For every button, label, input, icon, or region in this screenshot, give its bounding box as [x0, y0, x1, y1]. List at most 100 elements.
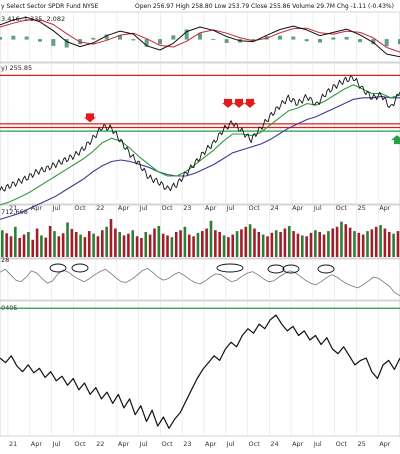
volume-bar: [183, 226, 187, 257]
volume-bar: [66, 222, 69, 257]
macd-histogram-bar: [118, 34, 122, 40]
x-tick-label: Jul: [52, 440, 61, 448]
volume-bar: [227, 237, 230, 257]
volume-bar: [122, 235, 126, 257]
volume-bar: [374, 226, 378, 257]
volume-bar: [305, 236, 308, 257]
volume-bar: [27, 231, 30, 257]
volume-bar: [83, 237, 87, 257]
x-tick-label: Apr: [379, 440, 391, 448]
volume-bar: [361, 234, 365, 257]
volume-bar: [353, 231, 356, 257]
x-tick-label: Jul: [313, 440, 322, 448]
macd-histogram-bar: [384, 39, 389, 47]
x-tick-label: 23: [183, 440, 191, 448]
macd-histogram-bar: [171, 35, 176, 40]
x-tick-label: 21: [9, 204, 17, 212]
volume-bar: [74, 231, 78, 257]
x-tick-label: 22: [96, 440, 104, 448]
volume-bar: [105, 226, 108, 257]
volume-bar: [48, 225, 52, 257]
volume-bar: [114, 228, 117, 257]
x-tick-label: Apr: [31, 204, 43, 212]
ohlc-readout: Open 256.97 High 258.80 Low 253.79 Close…: [135, 3, 394, 10]
volume-bar: [96, 236, 100, 257]
x-tick-label: Oct: [249, 440, 261, 448]
volume-bar: [331, 228, 335, 257]
rsi-highlight-oval: [49, 263, 67, 273]
volume-bar: [9, 236, 13, 257]
volume-bar: [87, 231, 91, 257]
macd-histogram-bar: [291, 36, 296, 40]
x-tick-label: Apr: [205, 204, 217, 212]
rsi-highlight-oval: [216, 263, 244, 273]
volume-bar: [301, 235, 304, 257]
red-down-arrow-icon: [233, 98, 245, 108]
macd-histogram-bar: [91, 37, 96, 40]
rsi-highlight-oval: [317, 264, 335, 274]
x-tick-label: 21: [9, 440, 17, 448]
macd-histogram-bar: [331, 37, 336, 40]
x-tick-label: Jul: [52, 204, 61, 212]
volume-bar: [309, 232, 313, 257]
volume-bar: [127, 233, 130, 257]
x-tick-label: Oct: [336, 204, 348, 212]
macd-histogram-bar: [358, 39, 362, 43]
macd-histogram-bar: [158, 39, 162, 45]
volume-bar: [222, 235, 226, 257]
macd-histogram-bar: [344, 37, 349, 40]
macd-histogram-bar: [64, 39, 69, 48]
volume-bar: [174, 231, 178, 257]
macd-histogram-bar: [398, 39, 400, 45]
volume-bar: [396, 231, 400, 257]
rsi-label: 28: [1, 256, 9, 264]
price-panel: [0, 74, 400, 220]
volume-bar: [153, 228, 156, 257]
volume-bar: [92, 233, 95, 257]
red-down-arrow-icon: [244, 98, 256, 108]
volume-bar: [218, 231, 221, 257]
volume-bar: [292, 231, 295, 257]
macd-panel: [0, 16, 400, 58]
volume-bar: [209, 220, 213, 257]
x-tick-label: Apr: [118, 204, 130, 212]
volume-bar: [140, 238, 143, 257]
volume-bar: [118, 231, 121, 257]
volume-bar: [14, 226, 17, 257]
x-tick-label: 24: [270, 204, 278, 212]
price-line: [0, 75, 400, 192]
volume-bar: [244, 226, 248, 257]
volume-panel: [1, 219, 400, 257]
volume-bar: [192, 236, 195, 257]
x-tick-label: Oct: [336, 440, 348, 448]
volume-bar: [270, 232, 274, 257]
x-tick-label: Jul: [226, 204, 235, 212]
volume-bar: [266, 236, 269, 257]
volume-bar: [274, 230, 278, 257]
volume-bar: [344, 224, 348, 257]
x-tick-label: Apr: [379, 204, 391, 212]
x-tick-label: 25: [357, 204, 365, 212]
volume-bar: [166, 235, 169, 257]
macd-histogram-bar: [304, 39, 309, 42]
x-tick-label: 24: [270, 440, 278, 448]
volume-bar: [144, 231, 148, 257]
x-tick-label: Jul: [226, 440, 235, 448]
volume-bar: [5, 233, 8, 257]
grid-lines: [0, 11, 400, 437]
macd-histogram-bar: [184, 29, 189, 40]
volume-bar: [109, 219, 113, 257]
volume-bar: [279, 231, 282, 257]
volume-bar: [70, 228, 74, 257]
x-tick-label: Apr: [205, 440, 217, 448]
volume-bar: [357, 232, 361, 257]
macd-histogram-bar: [144, 39, 149, 47]
volume-bar: [327, 231, 330, 257]
x-tick-label: Apr: [292, 204, 304, 212]
performance-panel: [0, 307, 400, 429]
x-tick-label: Oct: [74, 204, 86, 212]
macd-histogram-bar: [224, 39, 229, 43]
rsi-highlight-oval: [282, 264, 300, 274]
